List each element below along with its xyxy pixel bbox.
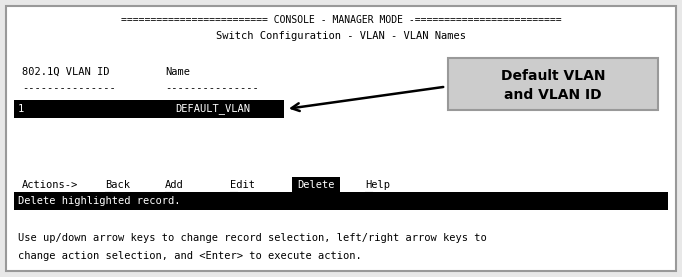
Text: ========================= CONSOLE - MANAGER MODE -=========================: ========================= CONSOLE - MANA… — [121, 15, 561, 25]
Text: Use up/down arrow keys to change record selection, left/right arrow keys to: Use up/down arrow keys to change record … — [18, 233, 487, 243]
Text: Switch Configuration - VLAN - VLAN Names: Switch Configuration - VLAN - VLAN Names — [216, 31, 466, 41]
Text: Default VLAN: Default VLAN — [501, 69, 605, 83]
Text: 1: 1 — [18, 104, 25, 114]
Text: ---------------: --------------- — [22, 83, 116, 93]
Text: Name: Name — [165, 67, 190, 77]
Text: Edit: Edit — [230, 180, 255, 190]
Text: Back: Back — [105, 180, 130, 190]
Bar — [448, 58, 658, 110]
Text: 802.1Q VLAN ID: 802.1Q VLAN ID — [22, 67, 110, 77]
Text: Delete: Delete — [297, 180, 335, 190]
Bar — [14, 100, 284, 118]
Text: ---------------: --------------- — [165, 83, 258, 93]
Bar — [292, 177, 340, 193]
Bar — [14, 192, 668, 210]
Text: Actions->: Actions-> — [22, 180, 78, 190]
Text: Add: Add — [165, 180, 183, 190]
Text: change action selection, and <Enter> to execute action.: change action selection, and <Enter> to … — [18, 251, 361, 261]
Text: DEFAULT_VLAN: DEFAULT_VLAN — [175, 104, 250, 114]
Text: Delete highlighted record.: Delete highlighted record. — [18, 196, 181, 206]
Text: Help: Help — [365, 180, 390, 190]
Text: and VLAN ID: and VLAN ID — [504, 88, 602, 102]
